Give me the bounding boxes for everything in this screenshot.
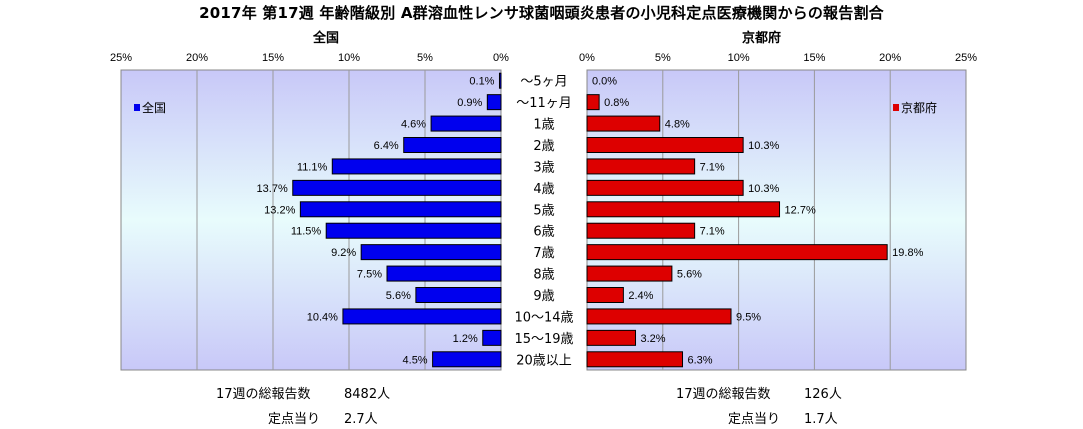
national-total-label: 17週の総報告数 (216, 387, 311, 402)
right-bar (586, 222, 696, 239)
chart-title: 2017年 第17週 年齢階級別 A群溶血性レンサ球菌咽頭炎患者の小児科定点医療… (199, 4, 884, 22)
right-bar (586, 115, 661, 132)
right-tick-label: 5% (655, 52, 671, 64)
right-tick-label: 15% (803, 52, 825, 64)
left-bar (292, 179, 502, 196)
category-label: 5歳 (533, 203, 554, 218)
right-data-label: 6.3% (688, 354, 713, 366)
category-label: 8歳 (533, 268, 554, 283)
legend-label-national: 全国 (142, 100, 166, 115)
category-label: 20歳以上 (516, 353, 572, 368)
category-label: 3歳 (533, 160, 554, 175)
left-data-label: 13.7% (257, 183, 288, 195)
right-bar (586, 158, 696, 175)
category-label: ～11ヶ月 (516, 96, 572, 111)
right-data-label: 12.7% (785, 204, 816, 216)
right-data-label: 4.8% (665, 119, 690, 131)
right-data-label: 0.0% (592, 76, 617, 88)
category-label: 6歳 (533, 225, 554, 240)
national-per-value: 2.7人 (344, 412, 378, 427)
left-data-label: 13.2% (264, 204, 295, 216)
right-bar (586, 287, 624, 303)
kyoto-per-label: 定点当り (728, 412, 781, 427)
kyoto-total-value: 126人 (804, 387, 842, 402)
legend-label-kyoto: 京都府 (901, 100, 937, 115)
right-data-label: 10.3% (748, 140, 779, 152)
left-bar (430, 115, 502, 132)
category-label: 9歳 (533, 289, 554, 304)
right-data-label: 3.2% (641, 333, 666, 345)
category-label: 15～19歳 (514, 332, 573, 347)
right-tick-label: 0% (579, 52, 595, 64)
right-bar (586, 179, 744, 196)
left-tick-label: 0% (493, 52, 509, 64)
right-data-label: 0.8% (604, 97, 629, 109)
kyoto-total-label: 17週の総報告数 (676, 387, 771, 402)
category-label: 7歳 (533, 246, 554, 261)
right-bar (586, 244, 888, 261)
category-label: 1歳 (533, 118, 554, 133)
left-data-label: 6.4% (374, 140, 399, 152)
right-data-label: 9.5% (736, 311, 761, 323)
right-plot-area (586, 69, 967, 371)
left-bar (403, 137, 502, 153)
left-data-label: 10.4% (307, 311, 338, 323)
left-data-label: 0.1% (469, 76, 494, 88)
right-panel-title: 京都府 (742, 30, 781, 46)
legend-swatch-kyoto (893, 104, 899, 111)
right-data-label: 2.4% (628, 290, 653, 302)
right-bar (586, 137, 744, 153)
left-data-label: 0.9% (457, 97, 482, 109)
left-bar (331, 158, 502, 175)
left-tick-label: 10% (338, 52, 360, 64)
left-bar (498, 72, 502, 89)
right-bar (586, 351, 684, 368)
left-bar (415, 287, 502, 303)
left-bar (482, 329, 502, 346)
left-data-label: 11.5% (291, 226, 322, 238)
left-data-label: 5.6% (386, 290, 411, 302)
right-data-label: 10.3% (748, 183, 779, 195)
category-label: 10～14歳 (514, 310, 573, 325)
right-bar (586, 94, 600, 111)
kyoto-per-value: 1.7人 (804, 412, 838, 427)
right-data-label: 5.6% (677, 269, 702, 281)
left-data-label: 4.5% (403, 354, 428, 366)
right-data-label: 7.1% (700, 226, 725, 238)
left-bar (486, 94, 502, 111)
right-bar (586, 329, 637, 346)
left-bar (325, 222, 502, 239)
left-data-label: 9.2% (331, 247, 356, 259)
right-bar (586, 201, 781, 218)
right-data-label: 7.1% (700, 161, 725, 173)
left-bar (432, 351, 502, 368)
left-data-label: 11.1% (297, 161, 328, 173)
left-data-label: 1.2% (453, 333, 478, 345)
right-bar (586, 308, 732, 325)
left-bar (386, 265, 502, 282)
national-total-value: 8482人 (344, 387, 391, 402)
left-data-label: 4.6% (401, 119, 426, 131)
right-tick-label: 25% (955, 52, 977, 64)
left-panel-title: 全国 (312, 30, 339, 46)
right-tick-label: 20% (879, 52, 901, 64)
right-bar (586, 265, 673, 282)
category-label: 2歳 (533, 139, 554, 154)
category-label: ～5ヶ月 (520, 75, 567, 90)
left-tick-label: 25% (110, 52, 132, 64)
legend-swatch-national (134, 104, 140, 111)
right-tick-label: 10% (728, 52, 750, 64)
left-bar (299, 201, 502, 218)
category-label: 4歳 (533, 182, 554, 197)
left-tick-label: 15% (262, 52, 284, 64)
right-data-label: 19.8% (892, 247, 923, 259)
left-data-label: 7.5% (357, 269, 382, 281)
left-tick-label: 20% (186, 52, 208, 64)
left-tick-label: 5% (417, 52, 433, 64)
national-per-label: 定点当り (268, 412, 321, 427)
left-bar (360, 244, 502, 261)
left-bar (342, 308, 502, 325)
left-plot-area (120, 69, 502, 371)
